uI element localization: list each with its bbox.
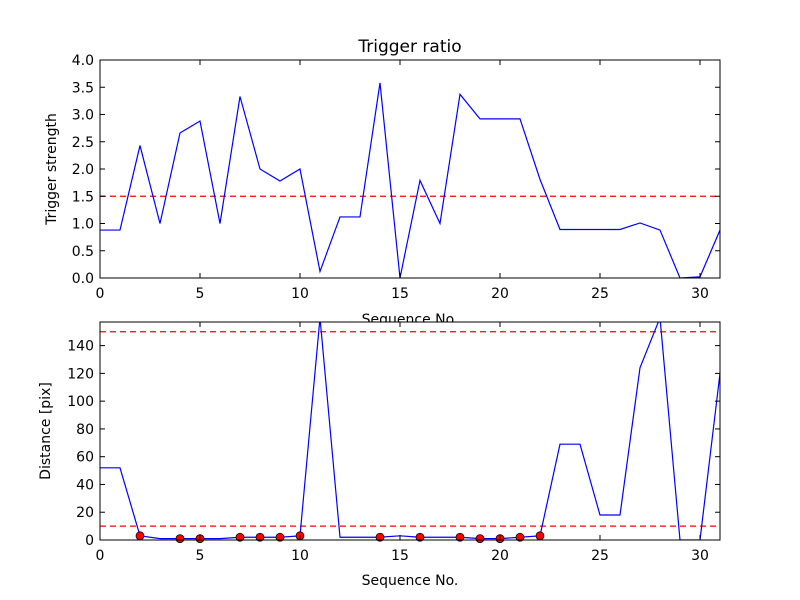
x-tick-label: 0 [96,548,105,564]
data-marker [375,532,385,542]
x-tick-label: 0 [96,286,105,302]
y-tick-label: 3.5 [72,80,94,96]
chart-title: Trigger ratio [357,37,461,57]
y-tick-label: 0.0 [72,271,94,287]
x-tick-label: 25 [591,286,609,302]
y-tick-label: 4.0 [72,53,94,69]
data-marker [275,532,285,542]
data-marker [175,534,185,544]
y-tick-label: 2.0 [72,162,94,178]
y-tick-label: 60 [76,450,94,466]
y-tick-label: 0.5 [72,244,94,260]
plot-frame [99,321,721,541]
trigger-ratio-panel: 0 5 10 15 20 25 300.00.51.01.52.02.53.03.54.0S… [44,37,721,328]
y-tick-label: 120 [67,366,94,382]
x-tick-label: 5 [196,548,205,564]
x-tick-label: 15 [391,548,409,564]
data-marker [475,534,485,544]
x-tick-label: 30 [691,286,709,302]
x-tick-label: 10 [291,548,309,564]
x-tick-label: 20 [491,286,509,302]
x-tick-label: 5 [196,286,205,302]
data-marker [455,532,465,542]
x-axis-label: Sequence No. [362,573,459,589]
y-tick-label: 80 [76,422,94,438]
y-tick-label: 3.0 [72,108,94,124]
y-tick-label: 140 [67,339,94,355]
x-tick-label: 25 [591,548,609,564]
data-marker [235,532,245,542]
y-tick-label: 100 [67,394,94,410]
x-tick-label: 30 [691,548,709,564]
y-axis-label: Trigger strength [44,113,60,226]
y-axis-label: Distance [pix] [38,382,54,480]
data-marker [255,532,265,542]
y-tick-label: 2.5 [72,135,94,151]
y-tick-label: 1.0 [72,217,94,233]
plot-area [100,322,720,540]
y-tick-label: 0 [85,533,94,549]
data-marker [535,531,545,541]
x-tick-label: 10 [291,286,309,302]
x-tick-label: 20 [491,548,509,564]
data-line-0 [100,82,720,278]
plot-area [100,60,720,278]
data-marker [415,532,425,542]
data-marker [135,531,145,541]
y-tick-label: 40 [76,477,94,493]
y-tick-label: 20 [76,505,94,521]
distance-panel: 0 5 10 15 20 25 30 0 20 40 60 80 100 120 140 Sequence N… [38,321,721,589]
data-marker [515,532,525,542]
y-tick-label: 1.5 [72,189,94,205]
x-tick-label: 15 [391,286,409,302]
